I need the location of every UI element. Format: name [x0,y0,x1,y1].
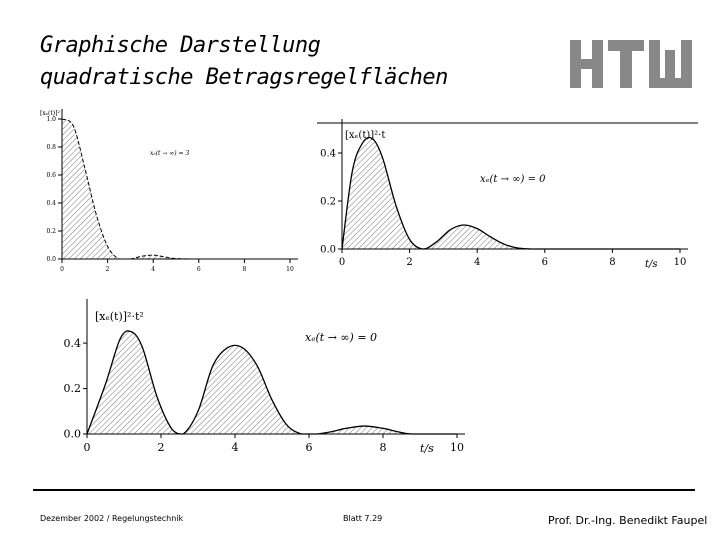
x-tick-label: 0 [84,441,91,454]
footer-left-text: Dezember 2002 / Regelungstechnik [40,514,184,523]
chart-squared-error-times-t: 0 2 4 6 8 10 0.0 0.2 0.4 [xₑ(t)]²·t xₑ(t → ∞) = 0 t… [305,115,705,275]
footer-author: Prof. Dr.-Ing. Benedikt Faupel [548,514,708,527]
y-tick-label: 0.4 [46,200,56,207]
htw-logo [570,40,692,88]
y-axis-label: [xₑ(t)]²·t [345,130,385,141]
x-unit-label: t/s [645,259,658,270]
y-tick-label: 0.0 [64,428,82,441]
chart-svg-1: 0 2 4 6 8 10 0.0 0.2 0.4 0.6 0.8 1.0[xₑ(t)]² xₑ(t → … [40,109,298,273]
y-tick-label: 1.0 [46,116,56,123]
x-tick-label: 6 [542,257,548,268]
x-tick-label: 2 [406,257,412,268]
y-tick-label: 0.0 [320,244,336,255]
x-tick-label: 6 [197,266,201,273]
x-tick-label: 8 [242,266,246,273]
title-line-1: Graphische Darstellung [40,33,321,58]
title-line-2: quadratische Betragsregelflächen [40,65,448,90]
annotation-label: xₑ(t → ∞) = 0 [480,174,546,185]
chart-squared-error-times-t2: 0 2 4 6 8 10 0.0 0.2 0.4 [xₑ(t)]²·t² xₑ(t → ∞) = 0… [35,295,475,465]
y-axis-label: [xₑ(t)]²·t² [95,310,144,323]
x-tick-label: 2 [158,441,165,454]
area-fill [87,330,457,434]
x-tick-label: 4 [151,266,155,273]
slide-title: Graphische Darstellung quadratische Betr… [40,30,448,94]
y-tick-label: 0.0 [46,256,56,263]
x-tick-label: 10 [450,441,464,454]
y-tick-label: 0.4 [64,337,82,350]
y-tick-label: 0.6 [46,172,56,179]
x-tick-label: 4 [232,441,239,454]
y-tick-label: 0.2 [320,196,336,207]
footer-page-number: Blatt 7.29 [343,514,383,523]
x-tick-label: 0 [60,266,64,273]
chart-svg-3: 0 2 4 6 8 10 0.0 0.2 0.4 [xₑ(t)]²·t² xₑ(t → ∞) = 0… [64,299,465,455]
x-tick-label: 10 [286,266,294,273]
y-tick-label: 0.2 [64,382,82,395]
x-tick-label: 0 [339,257,345,268]
y-tick-label: 0.8 [46,144,56,151]
x-tick-label: 8 [380,441,387,454]
annotation-label: xₑ(t → ∞) = 3 [150,150,189,157]
chart-svg-2: 0 2 4 6 8 10 0.0 0.2 0.4 [xₑ(t)]²·t xₑ(t → ∞) = 0 t… [317,119,698,270]
x-tick-label: 8 [609,257,615,268]
x-tick-label: 10 [674,257,687,268]
x-unit-label: t/s [420,442,434,455]
x-tick-label: 2 [106,266,110,273]
y-tick-label: 0.2 [46,228,56,235]
series-curve [86,330,457,435]
x-tick-label: 6 [306,441,313,454]
y-axis-label: [xₑ(t)]² [40,110,60,117]
area-fill [62,119,290,259]
y-tick-label: 0.4 [320,148,336,159]
x-tick-label: 4 [474,257,480,268]
footer-rule [33,489,695,491]
chart-squared-error: 0 2 4 6 8 10 0.0 0.2 0.4 0.6 0.8 1.0 [xₑ(t)]² xₑ(t → … [30,105,300,275]
area-fill [342,137,680,249]
annotation-label: xₑ(t → ∞) = 0 [305,331,377,344]
